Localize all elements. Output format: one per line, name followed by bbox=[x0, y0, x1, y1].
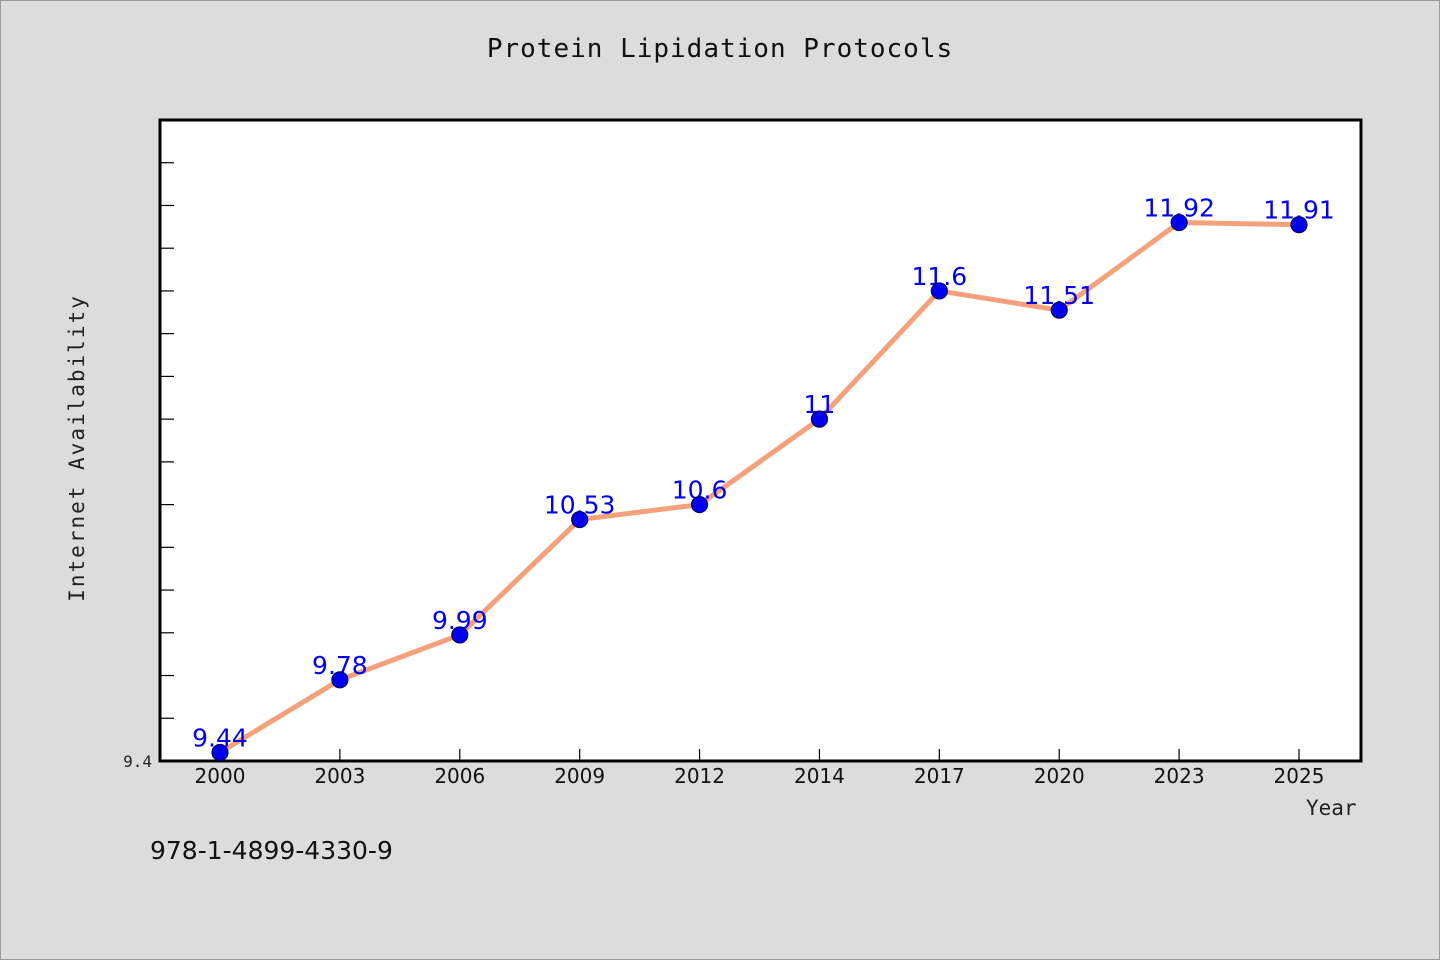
data-point bbox=[1290, 216, 1308, 234]
x-tick-label: 2017 bbox=[914, 764, 965, 788]
data-point bbox=[211, 743, 229, 762]
isbn-code: 978-1-4899-4330-9 bbox=[150, 836, 393, 865]
data-point bbox=[571, 510, 589, 529]
x-tick-label: 2020 bbox=[1034, 764, 1085, 788]
data-point bbox=[331, 671, 349, 689]
x-tick-label: 2006 bbox=[434, 764, 485, 788]
x-tick-label: 2023 bbox=[1154, 764, 1205, 788]
data-point bbox=[451, 626, 469, 644]
x-tick-label: 2012 bbox=[674, 764, 725, 788]
x-tick-label: 2014 bbox=[794, 764, 845, 788]
series-line bbox=[217, 220, 1302, 755]
data-point bbox=[810, 410, 829, 428]
data-point bbox=[1170, 213, 1188, 232]
x-tick-label: 2025 bbox=[1274, 764, 1325, 788]
x-tick-label: 2009 bbox=[554, 764, 605, 788]
chart-title: Protein Lipidation Protocols bbox=[486, 34, 954, 64]
x-axis-label: Year bbox=[1306, 796, 1357, 820]
y-tick-label: 9.4 bbox=[123, 752, 152, 771]
plot-area bbox=[158, 118, 1363, 763]
data-point bbox=[930, 282, 948, 300]
data-point bbox=[1050, 301, 1068, 319]
data-point bbox=[690, 496, 709, 514]
x-tick-label: 2000 bbox=[195, 764, 246, 788]
x-tick-label: 2003 bbox=[314, 764, 365, 788]
